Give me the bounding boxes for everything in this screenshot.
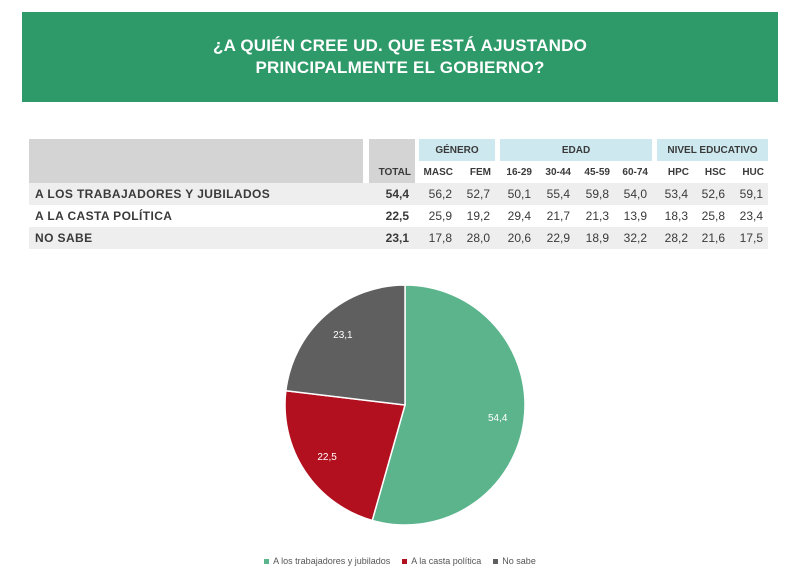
col-huc: HUC — [742, 166, 764, 178]
title-banner: ¿A QUIÉN CREE UD. QUE ESTÁ AJUSTANDO PRI… — [22, 12, 778, 102]
table-cell: 28,0 — [457, 227, 495, 249]
row-total: 22,5 — [385, 209, 409, 223]
table-cell: 18,3 — [664, 209, 688, 223]
title-line-2: PRINCIPALMENTE EL GOBIERNO? — [255, 58, 545, 77]
group-header-row: GÉNERO EDAD NIVEL EDUCATIVO — [29, 139, 768, 161]
legend-item: No sabe — [493, 556, 536, 566]
title-line-1: ¿A QUIÉN CREE UD. QUE ESTÁ AJUSTANDO — [213, 36, 587, 55]
table-cell: 59,1 — [730, 183, 768, 205]
table-cell: 56,2 — [419, 183, 457, 205]
table-cell: 17,8 — [419, 227, 457, 249]
table-cell: 52,7 — [457, 183, 495, 205]
table-row: A LA CASTA POLÍTICA 22,5 25,9 19,2 29,4 … — [29, 205, 768, 227]
table-cell: 21,7 — [546, 209, 570, 223]
table-cell: 20,6 — [500, 227, 536, 249]
row-total: 23,1 — [369, 227, 415, 249]
table-cell: 53,4 — [657, 183, 693, 205]
col-fem: FEM — [469, 166, 491, 178]
table-cell: 50,1 — [500, 183, 536, 205]
col-masc: MASC — [423, 166, 453, 178]
col-hpc: HPC — [667, 166, 689, 178]
col-45-59: 45-59 — [584, 166, 610, 178]
table-cell: 23,4 — [739, 209, 763, 223]
table-cell: 18,9 — [575, 227, 614, 249]
row-label: NO SABE — [29, 227, 363, 249]
group-genero: GÉNERO — [419, 139, 495, 161]
table-cell: 25,9 — [428, 209, 452, 223]
legend-item: A los trabajadores y jubilados — [264, 556, 390, 566]
legend-swatch — [402, 558, 408, 564]
legend-item: A la casta política — [402, 556, 481, 566]
pie-slice — [285, 284, 406, 406]
table-cell: 32,2 — [614, 227, 652, 249]
row-total: 54,4 — [369, 183, 415, 205]
col-hsc: HSC — [704, 166, 726, 178]
results-table: GÉNERO EDAD NIVEL EDUCATIVO TOTAL MASC F… — [29, 139, 768, 249]
slice-data-label: 23,1 — [333, 330, 353, 341]
table-row: NO SABE 23,1 17,8 28,0 20,6 22,9 18,9 32… — [29, 227, 768, 249]
table-cell: 21,3 — [585, 209, 609, 223]
table-cell: 13,9 — [623, 209, 647, 223]
slice-data-label: 22,5 — [317, 452, 337, 463]
table-row: A LOS TRABAJADORES Y JUBILADOS 54,4 56,2… — [29, 183, 768, 205]
row-label: A LA CASTA POLÍTICA — [35, 209, 173, 223]
pie-slice — [284, 389, 406, 522]
table-cell: 59,8 — [575, 183, 614, 205]
legend-label: No sabe — [502, 556, 536, 566]
col-total: TOTAL — [369, 161, 415, 183]
table-cell: 55,4 — [536, 183, 575, 205]
chart-legend: A los trabajadores y jubilados A la cast… — [0, 556, 800, 566]
legend-swatch — [493, 558, 499, 564]
col-30-44: 30-44 — [545, 166, 571, 178]
legend-swatch — [264, 558, 270, 564]
table-cell: 28,2 — [657, 227, 693, 249]
table-cell: 21,6 — [693, 227, 730, 249]
col-60-74: 60-74 — [622, 166, 648, 178]
table-cell: 17,5 — [730, 227, 768, 249]
group-edad: EDAD — [500, 139, 652, 161]
col-16-29: 16-29 — [506, 166, 532, 178]
table-cell: 29,4 — [507, 209, 531, 223]
legend-label: A la casta política — [411, 556, 482, 566]
table-cell: 25,8 — [701, 209, 725, 223]
table-cell: 22,9 — [536, 227, 575, 249]
table-cell: 54,0 — [614, 183, 652, 205]
group-nivel-educativo: NIVEL EDUCATIVO — [657, 139, 768, 161]
column-header-row: TOTAL MASC FEM 16-29 30-44 45-59 60-74 H… — [29, 161, 768, 183]
table-cell: 52,6 — [693, 183, 730, 205]
pie-slice — [371, 284, 526, 526]
table-cell: 19,2 — [466, 209, 490, 223]
slice-data-label: 54,4 — [488, 413, 508, 424]
row-label: A LOS TRABAJADORES Y JUBILADOS — [29, 183, 363, 205]
legend-label: A los trabajadores y jubilados — [273, 556, 391, 566]
